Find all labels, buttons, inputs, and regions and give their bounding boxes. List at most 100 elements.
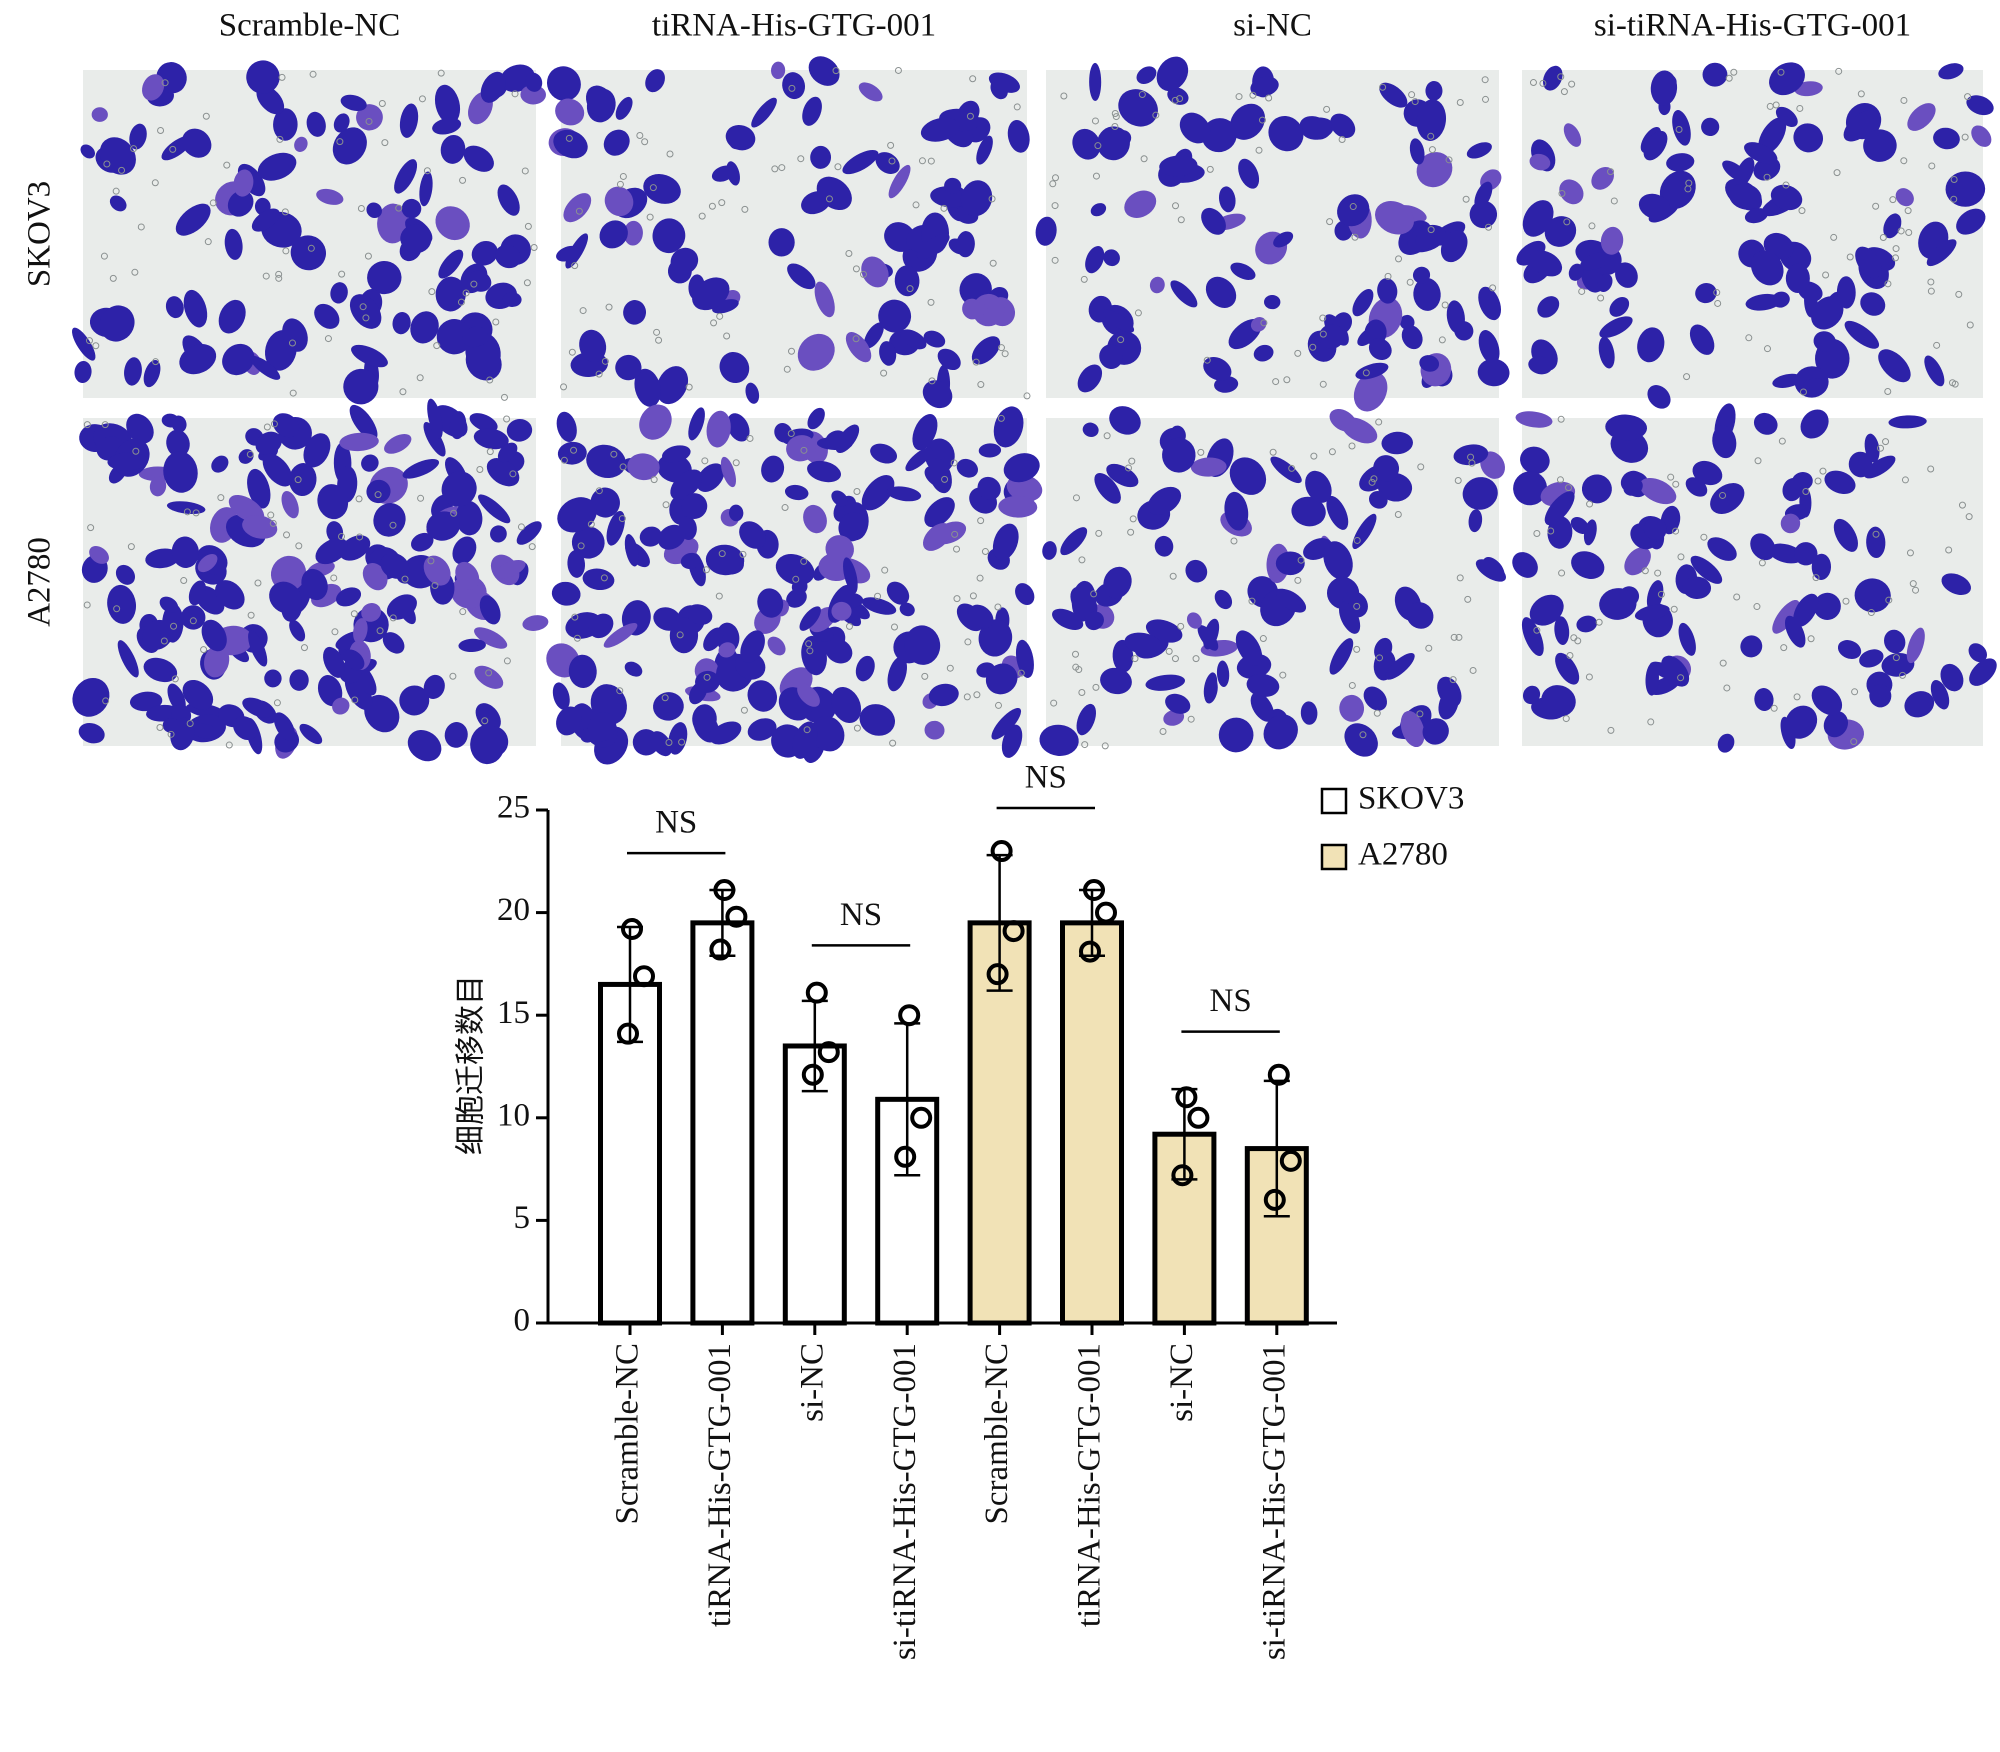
pore	[1428, 146, 1436, 154]
cell	[1823, 711, 1849, 738]
pore	[1294, 349, 1302, 357]
cell	[831, 686, 862, 724]
cell	[469, 413, 498, 432]
cell	[719, 352, 750, 384]
pore	[1078, 556, 1086, 564]
cell	[1740, 635, 1763, 658]
cell	[197, 553, 218, 573]
pore	[741, 205, 749, 213]
pore	[1723, 684, 1731, 692]
cell	[294, 136, 308, 152]
pore	[1733, 593, 1741, 601]
cell	[1330, 113, 1356, 139]
pore	[1468, 459, 1476, 467]
cell	[1103, 566, 1132, 599]
cell	[335, 587, 362, 607]
cell	[887, 656, 907, 692]
pore	[1001, 350, 1009, 358]
cell	[786, 435, 817, 462]
cell	[289, 463, 317, 497]
pore	[718, 550, 726, 558]
cell	[928, 683, 959, 707]
cell	[473, 428, 509, 450]
pore	[1454, 477, 1462, 485]
cell	[1071, 580, 1097, 622]
pore	[530, 244, 538, 252]
cell	[1300, 701, 1318, 725]
pore	[1846, 253, 1854, 261]
cell	[963, 302, 988, 317]
pore	[560, 456, 568, 464]
pore	[1807, 635, 1815, 643]
pore	[278, 73, 286, 81]
pore	[1909, 580, 1917, 588]
pore	[161, 79, 169, 87]
cell	[449, 411, 467, 440]
pore	[573, 634, 581, 642]
pore	[486, 448, 494, 456]
pore	[1533, 626, 1541, 634]
pore	[1258, 116, 1266, 124]
pore	[1950, 176, 1958, 184]
cell	[1060, 527, 1088, 556]
cell	[1103, 309, 1135, 333]
pore	[1610, 197, 1618, 205]
pore	[1060, 92, 1068, 100]
pore	[927, 157, 935, 165]
cell	[928, 458, 952, 494]
cell	[179, 344, 217, 375]
cell	[553, 129, 588, 159]
cell	[1438, 688, 1459, 720]
pore	[1319, 330, 1327, 338]
pore	[881, 566, 889, 574]
cell	[1218, 186, 1236, 213]
cell	[269, 581, 302, 614]
pore	[1835, 67, 1843, 75]
cell	[1666, 153, 1695, 172]
cell	[1933, 127, 1960, 150]
cell	[1794, 542, 1818, 566]
cell	[423, 421, 446, 457]
cell	[1940, 663, 1964, 692]
cell	[859, 704, 896, 736]
pore	[1230, 537, 1238, 545]
cell	[435, 206, 470, 241]
pore	[503, 415, 511, 423]
cell	[1555, 652, 1580, 685]
cell	[1570, 517, 1589, 534]
cell	[585, 85, 615, 118]
data-point	[805, 981, 828, 1004]
pore	[1103, 432, 1111, 440]
pore	[300, 644, 308, 652]
bar	[690, 920, 755, 1326]
cell	[1800, 409, 1829, 439]
pore	[113, 605, 121, 613]
cell	[351, 344, 388, 368]
cell	[1475, 559, 1507, 582]
pore	[994, 701, 1002, 709]
cell	[1409, 138, 1425, 165]
pore	[1950, 195, 1958, 203]
cell	[1154, 535, 1174, 557]
pore	[788, 347, 796, 355]
pore	[1558, 569, 1566, 577]
pore	[1763, 173, 1771, 181]
pore	[1297, 556, 1305, 564]
cell	[1591, 166, 1614, 190]
cell	[1804, 283, 1818, 318]
cell	[1263, 714, 1298, 750]
cell	[1938, 63, 1964, 80]
pore	[1248, 597, 1256, 605]
cell	[858, 82, 883, 102]
cell	[1250, 692, 1274, 722]
pore	[1857, 90, 1865, 98]
pore	[950, 459, 958, 467]
cell	[1462, 477, 1498, 510]
pore	[792, 575, 800, 583]
pore	[381, 139, 389, 147]
pore	[1384, 272, 1392, 280]
pore	[653, 328, 661, 336]
pore	[800, 557, 808, 565]
pore	[428, 288, 436, 296]
cell	[1722, 160, 1749, 183]
